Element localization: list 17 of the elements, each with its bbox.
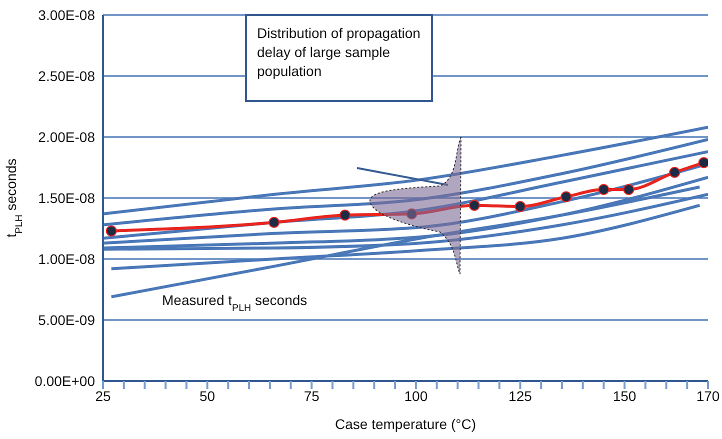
y-tick-label: 1.00E-08 — [38, 250, 96, 267]
x-tick-label: 170 — [696, 388, 720, 404]
y-tick-label: 1.50E-08 — [38, 190, 96, 206]
y-tick-label: 5.00E-09 — [38, 312, 96, 328]
y-tick-label: 2.00E-08 — [38, 128, 96, 145]
x-tick-label: 50 — [200, 388, 216, 404]
x-tick-label: 125 — [508, 388, 532, 404]
x-tick-label: 75 — [304, 388, 320, 404]
x-axis-title: Case temperature (°C) — [335, 416, 476, 432]
x-tick-label: 150 — [612, 388, 636, 404]
y-tick-label: 0.00E+00 — [34, 372, 96, 389]
y-tick-label: 2.50E-08 — [38, 68, 96, 84]
x-tick-label: 25 — [95, 388, 111, 404]
x-tick-label: 100 — [404, 388, 428, 404]
annotation: Measured t$_{PLH}$ seconds — [162, 292, 308, 314]
text-box: Distribution of propagation delay of large sample population — [245, 14, 433, 102]
y-tick-label: 3.00E-08 — [38, 6, 96, 23]
